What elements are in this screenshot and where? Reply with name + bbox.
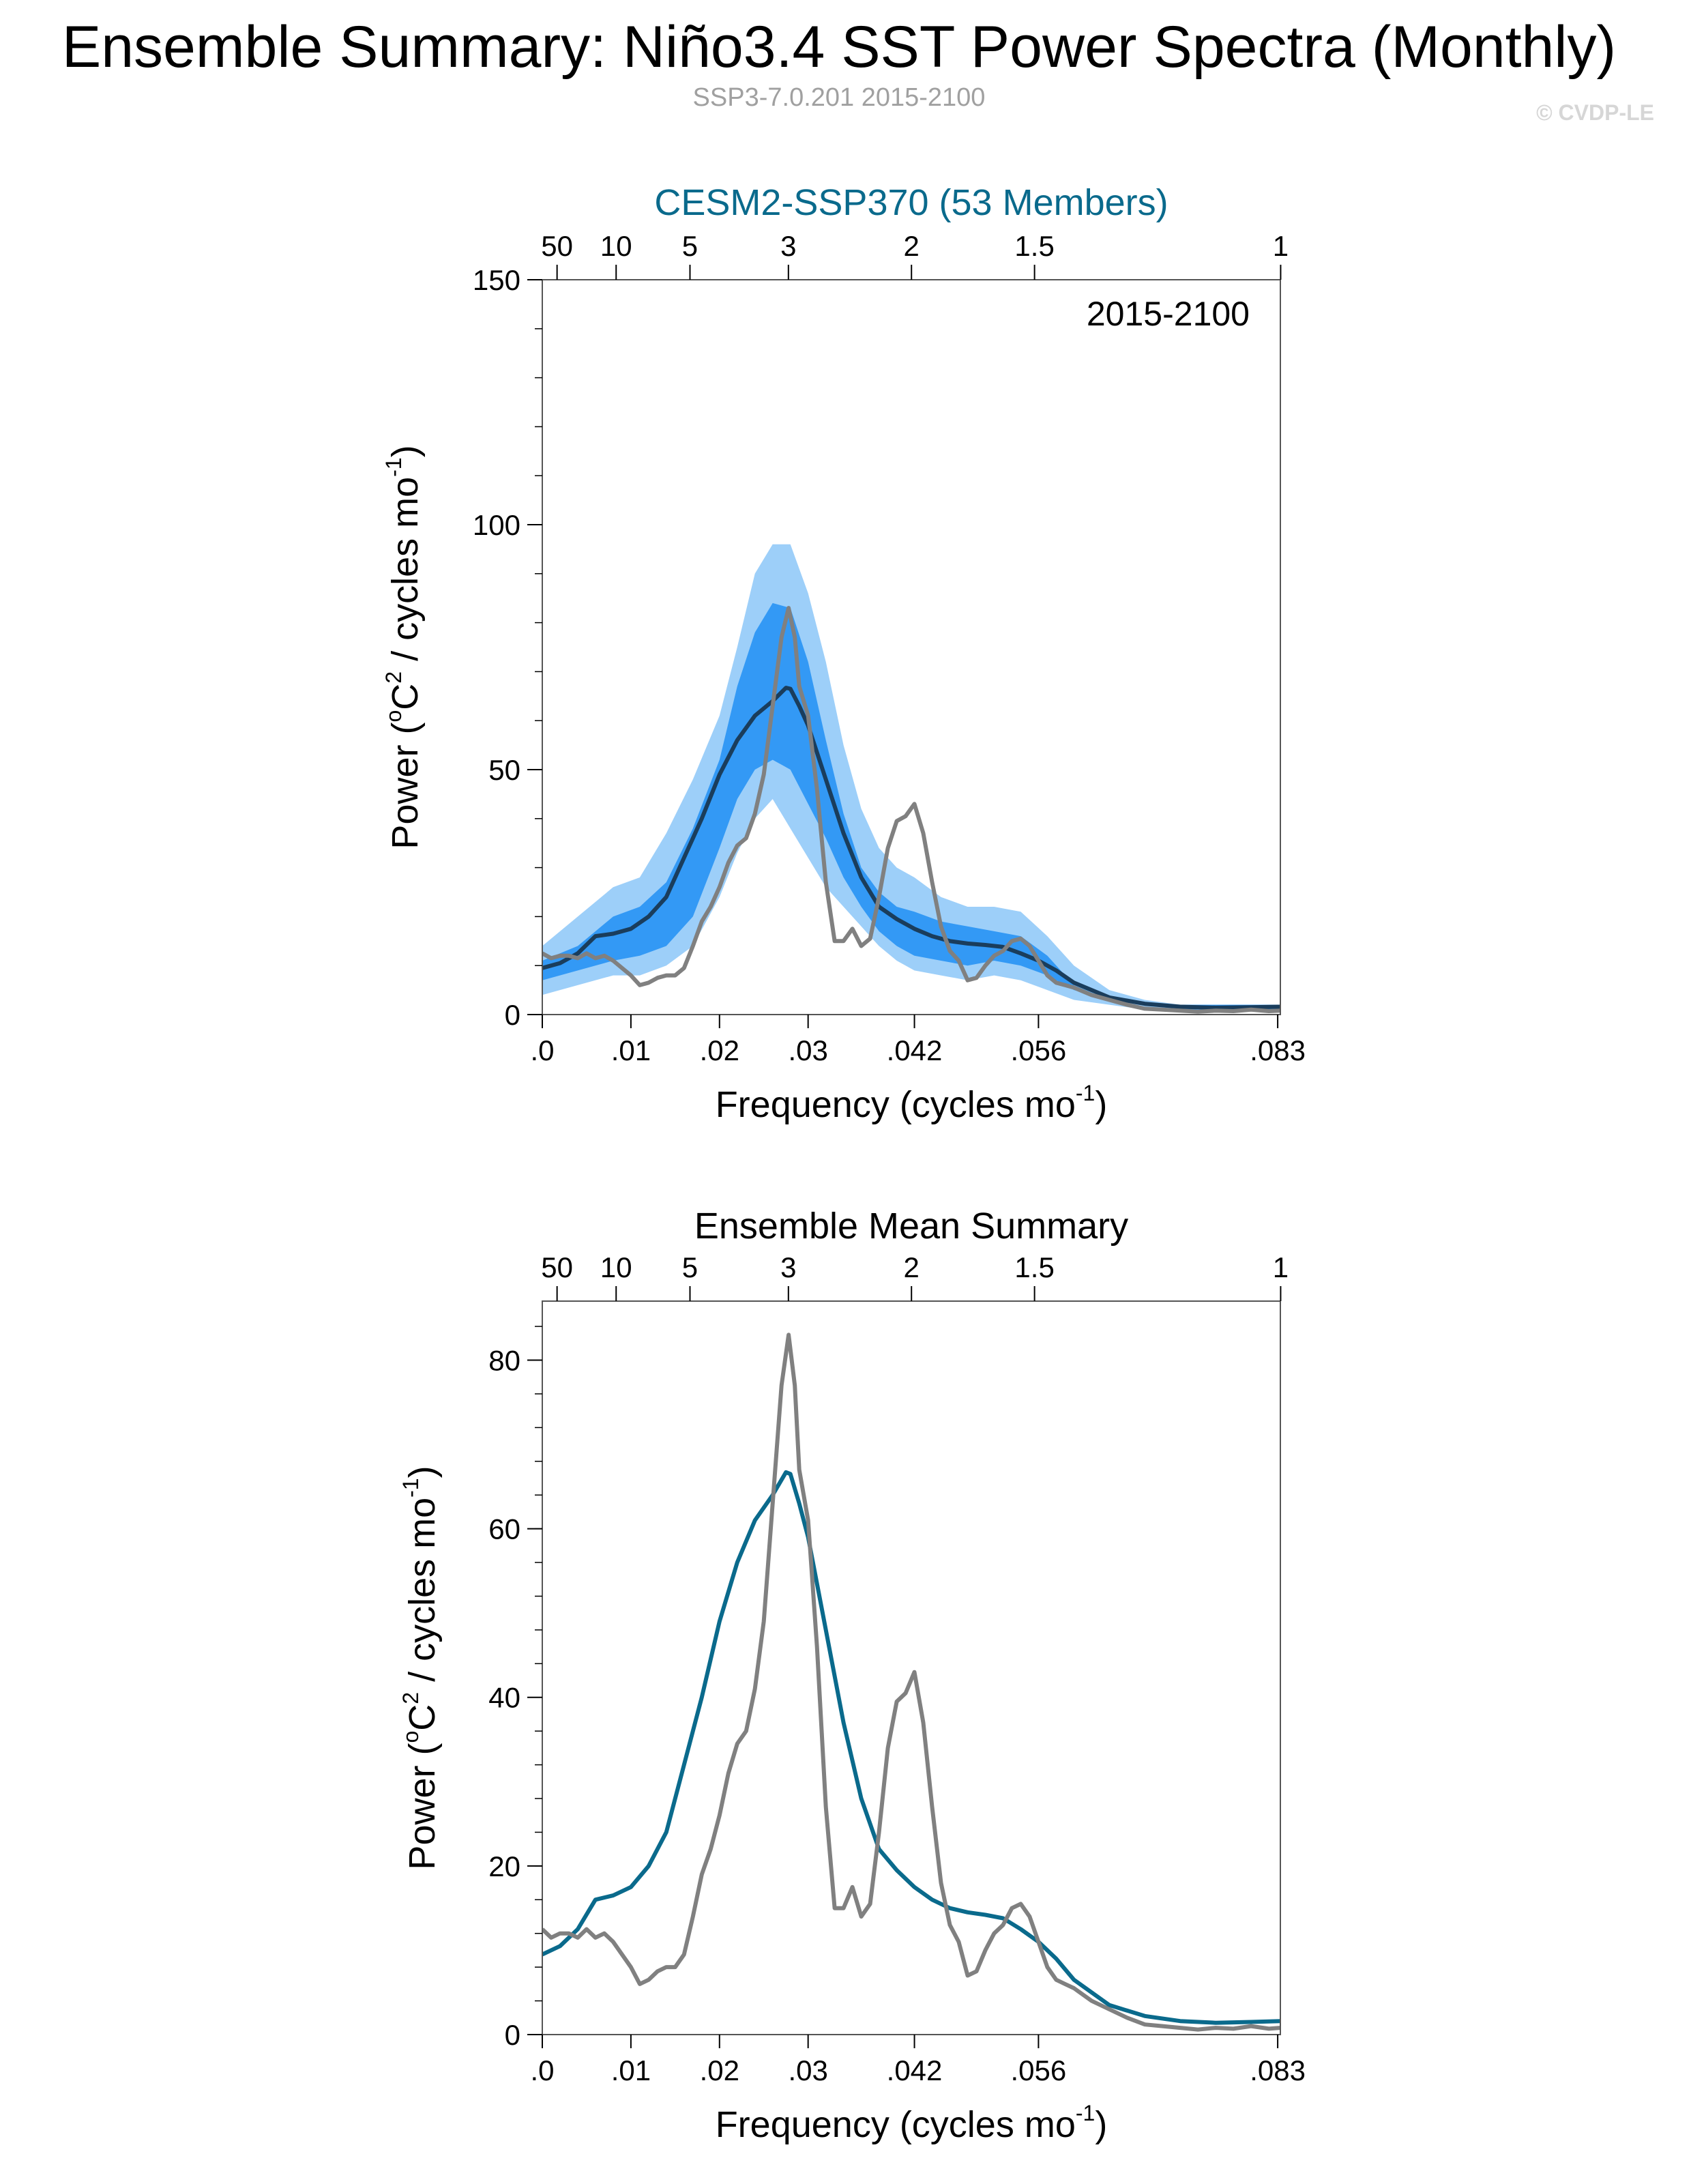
y-axis-label-c: C (402, 1704, 443, 1731)
y-tick-label: 50 (488, 754, 520, 786)
y-axis-label-degree: o (381, 710, 406, 723)
x-tick-label: .0 (530, 1034, 554, 1066)
y-axis-label-end: ) (385, 445, 426, 457)
period-tick-label: 1.5 (1014, 1251, 1054, 1283)
period-tick-label: 5 (682, 230, 698, 262)
y-axis-label-mid: / cycles mo (385, 477, 426, 671)
x-tick-label: .02 (700, 1034, 739, 1066)
y-axis-label: Power (oC2 / cycles mo-1) (398, 1466, 443, 1869)
period-tick-label: 3 (780, 230, 796, 262)
x-tick-label: .056 (1011, 2054, 1067, 2086)
x-tick-label: .0 (530, 2054, 554, 2086)
x-tick-label: .01 (611, 2054, 651, 2086)
y-tick-label: 40 (488, 1682, 520, 1714)
ensemble-mean-line (542, 1470, 1280, 2025)
x-tick-label: .03 (788, 2054, 827, 2086)
y-axis-label-degree: o (398, 1731, 423, 1743)
y-tick-label: 20 (488, 1850, 520, 1882)
y-axis-label-text: Power ( (385, 723, 426, 849)
period-tick-label: 2 (904, 230, 920, 262)
x-tick-label: .01 (611, 1034, 651, 1066)
x-tick-label: .042 (887, 1034, 943, 1066)
observed-series-line (542, 1333, 1280, 2032)
y-axis-label-end: ) (402, 1466, 443, 1478)
figure-subtitle: SSP3-7.0.201 2015-2100 (693, 83, 986, 112)
period-tick-label: 50 (541, 230, 573, 262)
panel-bottom: 0 20 40 60 80 .0 .01 .02 .03 .042 .056 .083 50 10 5 3 2 1… (398, 1206, 1306, 2145)
x-axis-label-text: Frequency (cycles mo (716, 2104, 1076, 2145)
observed-series-line (542, 606, 1280, 1014)
plot-frame (542, 1300, 1281, 2035)
panel-top: 0 50 100 150 .0 .01 .02 .03 .042 .056 .083 50 10 5 3 2 1… (381, 182, 1306, 1125)
y-tick-label: 0 (505, 2019, 520, 2051)
x-axis-label: Frequency (cycles mo-1) (716, 2101, 1108, 2145)
x-axis-label-end: ) (1095, 2104, 1107, 2145)
period-tick-label: 50 (541, 1251, 573, 1283)
x-tick-label: .083 (1250, 2054, 1306, 2086)
plot-area (542, 1333, 1280, 2032)
y-axis-label-squared: 2 (398, 1692, 423, 1704)
period-tick-label: 10 (600, 230, 632, 262)
y-tick-label: 60 (488, 1513, 520, 1545)
x-tick-label: .083 (1250, 1034, 1306, 1066)
period-tick-label: 3 (780, 1251, 796, 1283)
x-tick-label: .042 (887, 2054, 943, 2086)
x-tick-label: .056 (1011, 1034, 1067, 1066)
period-tick-label: 2 (904, 1251, 920, 1283)
period-tick-label: 1 (1273, 230, 1289, 262)
period-tick-label: 1.5 (1014, 230, 1054, 262)
y-tick-label: 100 (473, 509, 520, 541)
x-axis-label-end: ) (1095, 1084, 1107, 1125)
y-axis-label-squared: 2 (381, 671, 406, 684)
y-axis-label-sup: -1 (381, 457, 406, 476)
y-axis-label-text: Power ( (402, 1743, 443, 1870)
y-axis-label-c: C (385, 684, 426, 710)
x-axis-label-sup: -1 (1076, 1081, 1095, 1105)
ensemble-mean-line (542, 686, 1280, 1010)
period-annotation: 2015-2100 (1087, 295, 1250, 333)
y-tick-label: 80 (488, 1344, 520, 1376)
y-axis-label-sup: -1 (398, 1478, 423, 1497)
chart-title: Ensemble Mean Summary (694, 1206, 1128, 1247)
y-tick-label: 0 (505, 999, 520, 1031)
y-axis-label-mid: / cycles mo (402, 1498, 443, 1692)
y-axis-label: Power (oC2 / cycles mo-1) (381, 445, 426, 849)
plot-area (542, 544, 1280, 1014)
x-axis-label-sup: -1 (1076, 2101, 1095, 2125)
x-axis-label: Frequency (cycles mo-1) (716, 1081, 1108, 1125)
x-tick-label: .03 (788, 1034, 827, 1066)
period-tick-label: 1 (1273, 1251, 1289, 1283)
chart-title: CESM2-SSP370 (53 Members) (654, 182, 1168, 223)
period-tick-label: 10 (600, 1251, 632, 1283)
copyright-label: © CVDP-LE (1536, 100, 1654, 125)
period-tick-label: 5 (682, 1251, 698, 1283)
y-tick-label: 150 (473, 264, 520, 296)
figure-title: Ensemble Summary: Niño3.4 SST Power Spec… (62, 14, 1616, 80)
x-axis-label-text: Frequency (cycles mo (716, 1084, 1076, 1125)
x-tick-label: .02 (700, 2054, 739, 2086)
